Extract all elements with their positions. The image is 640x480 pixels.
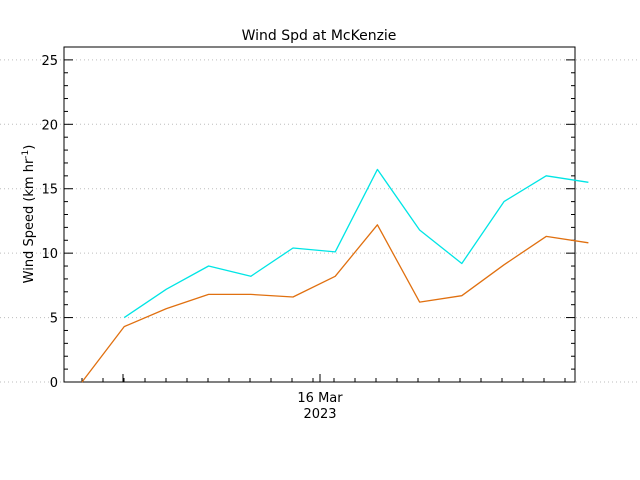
y-tick-label: 20 <box>41 118 58 133</box>
series-lines <box>81 168 589 383</box>
plot-frame <box>63 46 576 383</box>
x-minor-ticks <box>81 374 566 382</box>
chart-title: Wind Spd at McKenzie <box>242 28 397 44</box>
x-tick-label-year: 2023 <box>303 407 336 422</box>
y-tick-label: 15 <box>41 183 58 198</box>
y-tick-label: 25 <box>41 54 58 69</box>
y-axis-label-sup: -1 <box>21 150 31 159</box>
y-tick-label: 5 <box>50 312 58 327</box>
y-axis-label-close: ) <box>22 145 37 150</box>
y-axis-label-main: Wind Speed (km hr <box>22 158 37 283</box>
y-tick-label: 0 <box>50 376 58 391</box>
series-line-2 <box>81 224 589 383</box>
y-tick-label: 10 <box>41 247 58 262</box>
y-gridlines <box>0 59 640 383</box>
y-ticks: 0 5 10 15 20 25 <box>41 46 575 391</box>
series-line-1 <box>123 168 589 319</box>
x-tick-label-date: 16 Mar <box>297 391 343 406</box>
y-axis-label: Wind Speed (km hr-1) <box>21 145 37 284</box>
